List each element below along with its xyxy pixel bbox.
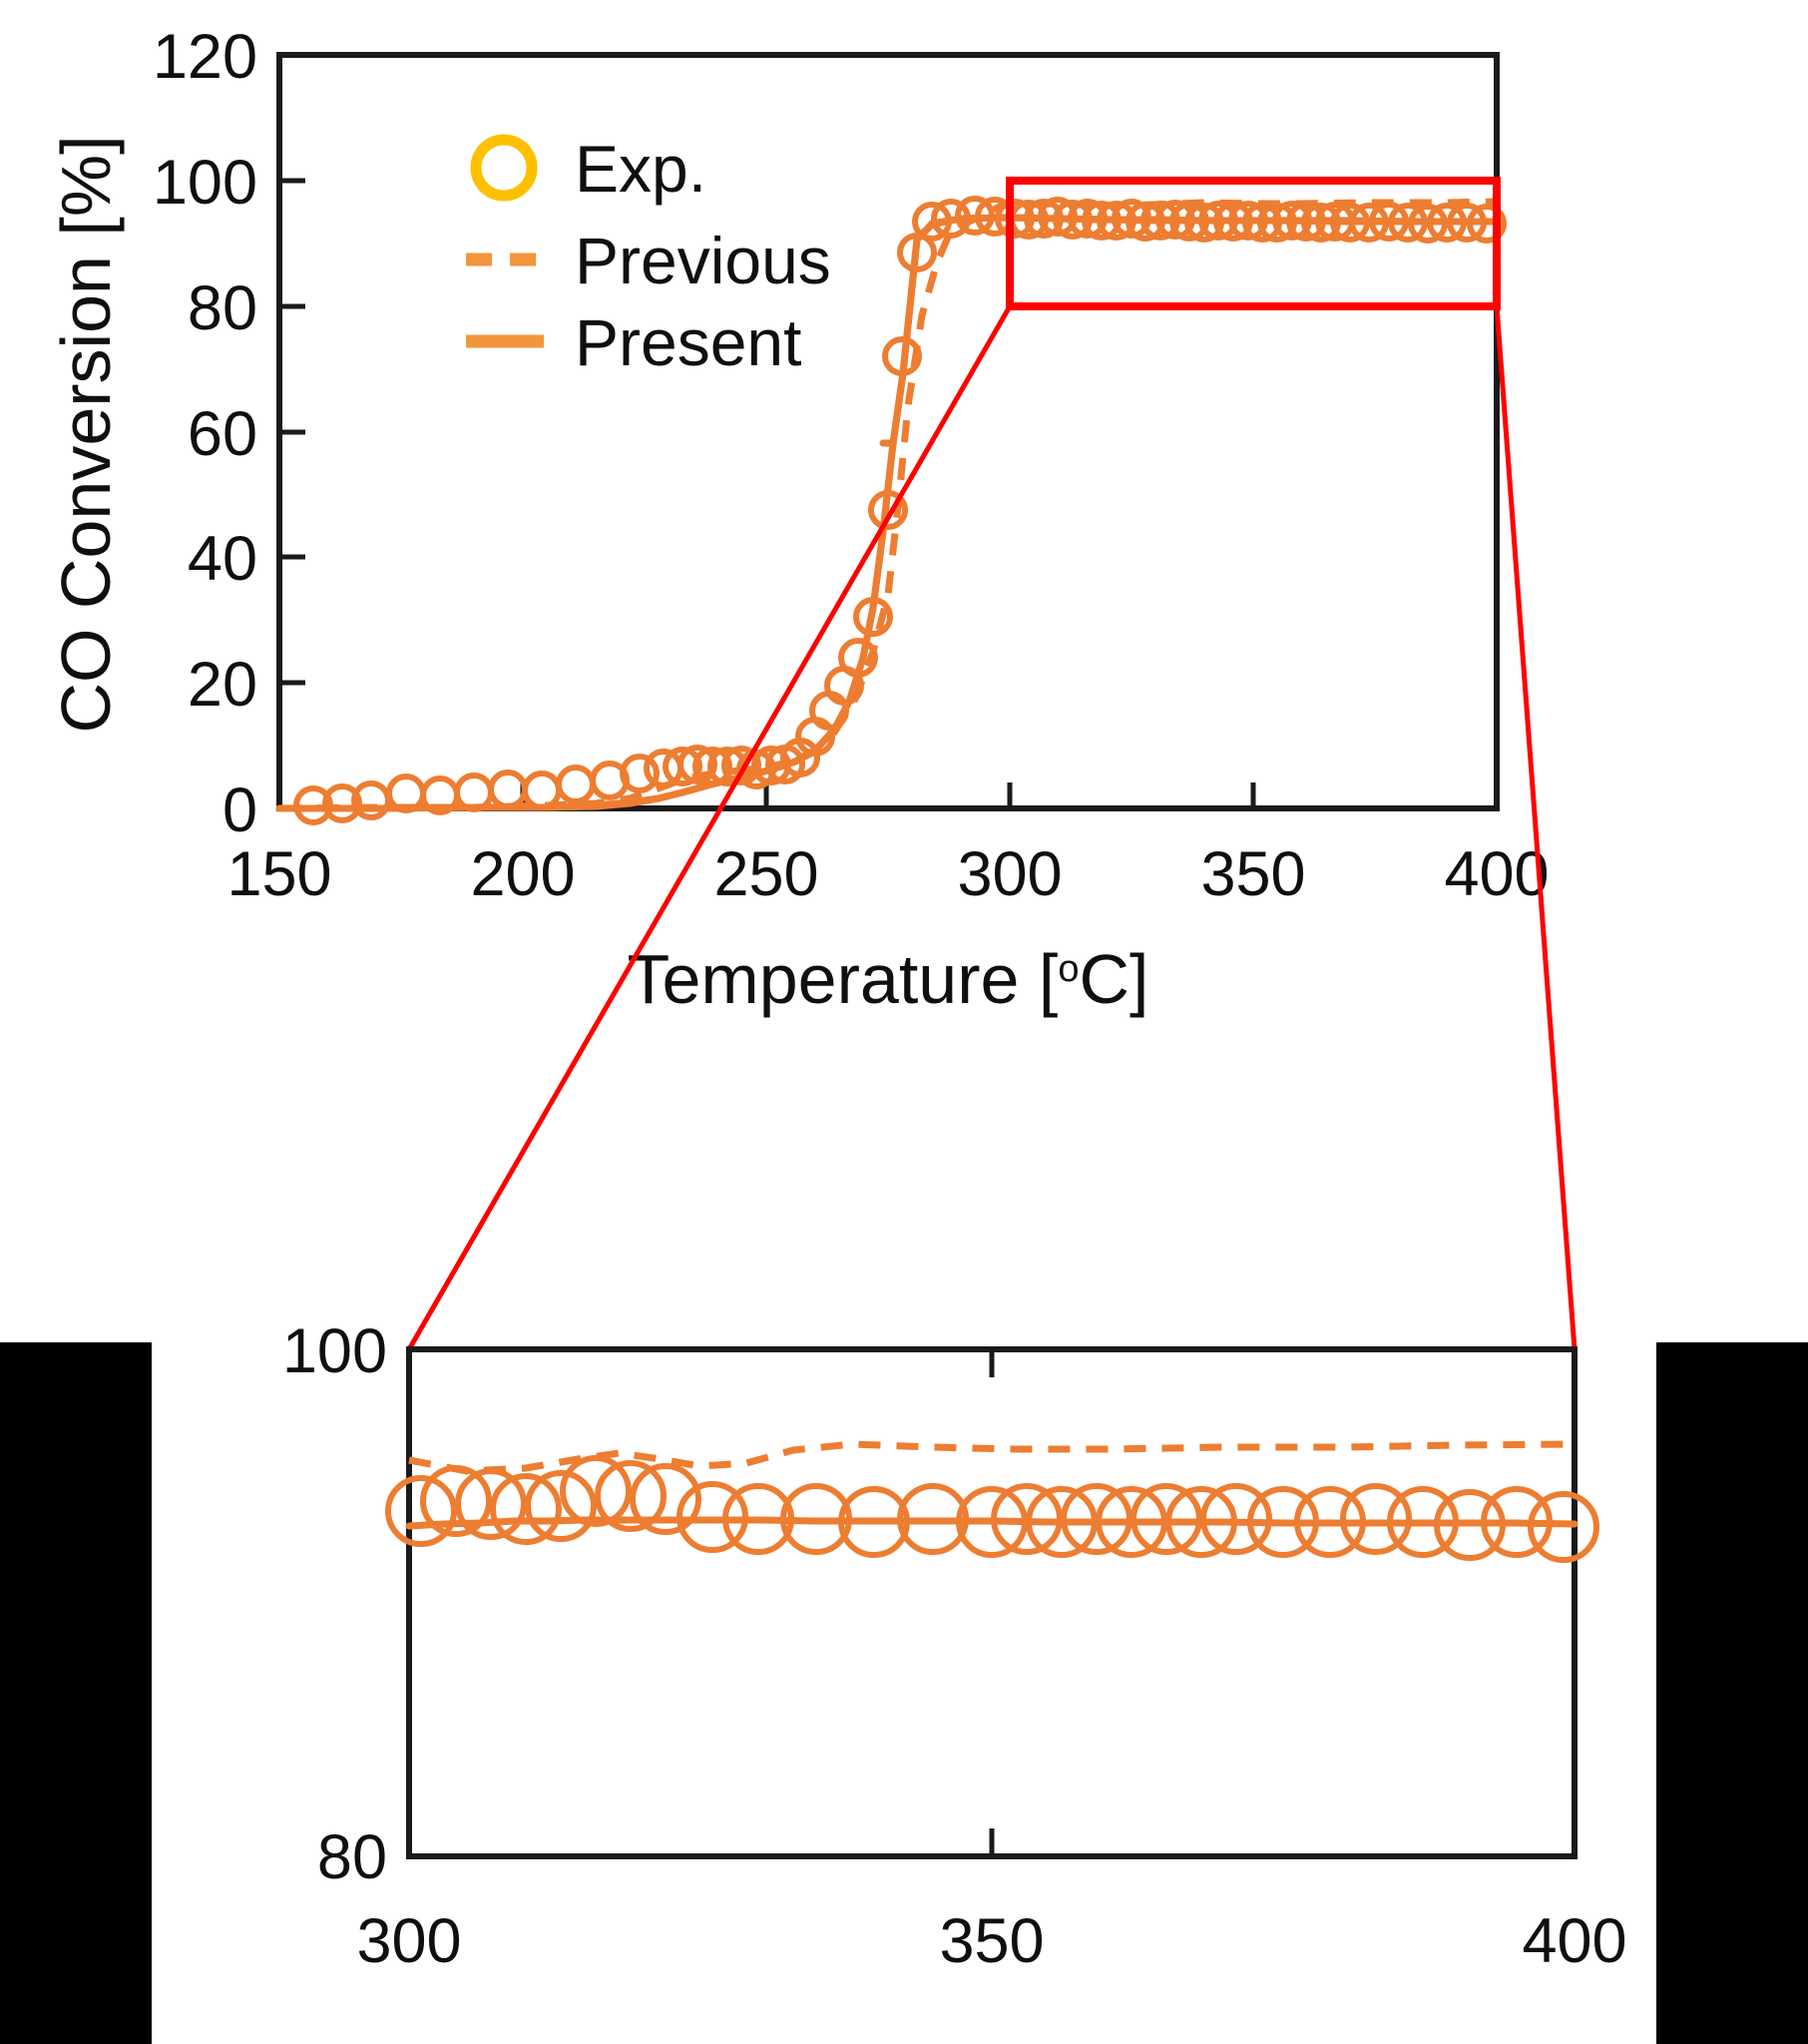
y-axis-title: CO Conversion [%]: [47, 135, 125, 733]
main-xtick-350: 350: [1200, 839, 1305, 909]
inset-plot-frame: [406, 1346, 1578, 1859]
inset-xtick-300: 300: [356, 1906, 461, 1976]
zoom-leader-lines: [406, 304, 1578, 1351]
main-plot: 0 20 40 60 80 100 120 150 200 250 300 35…: [47, 22, 1550, 1018]
inset-ytick-80: 80: [317, 1822, 387, 1892]
main-series-previous: [278, 198, 1498, 812]
main-ytick-40: 40: [188, 524, 257, 594]
inset-xtick-350: 350: [939, 1906, 1044, 1976]
main-x-ticklabels: 150 200 250 300 350 400: [226, 839, 1549, 909]
main-series-exp-markers: [293, 196, 1507, 825]
x-axis-title-degree: o: [1058, 948, 1079, 990]
main-legend: Exp. Previous Present: [466, 132, 831, 379]
black-margin-bar-right: [1656, 1342, 1808, 2044]
main-ytick-60: 60: [188, 399, 257, 469]
black-margin-bar-left: [0, 1342, 152, 2044]
inset-ytick-100: 100: [282, 1316, 387, 1386]
zoom-region-box: [1006, 177, 1501, 310]
main-ytick-120: 120: [153, 22, 257, 92]
inset-plot: 100 80 300 350 400: [282, 1316, 1627, 1976]
main-y-ticks: [279, 52, 305, 811]
x-axis-title-tail: C]: [1080, 940, 1149, 1018]
main-y-ticklabels: 0 20 40 60 80 100 120: [153, 22, 257, 845]
x-axis-title: Temperature [oC]: [627, 940, 1148, 1018]
legend-label-present: Present: [575, 305, 801, 379]
legend-marker-exp-icon: [470, 134, 538, 202]
legend-label-previous: Previous: [575, 224, 831, 297]
main-xtick-150: 150: [226, 839, 331, 909]
legend-label-exp: Exp.: [575, 132, 706, 206]
inset-series-previous: [408, 1440, 1576, 1475]
main-xtick-250: 250: [713, 839, 818, 909]
main-plot-frame: [276, 52, 1500, 811]
inset-xtick-400: 400: [1522, 1906, 1626, 1976]
main-xtick-200: 200: [470, 839, 575, 909]
x-axis-title-text: Temperature [: [627, 940, 1058, 1018]
inset-series-exp-markers: [385, 1455, 1599, 1563]
main-series-present-curve: [275, 214, 1501, 812]
inset-x-ticklabels: 300 350 400: [356, 1906, 1626, 1976]
main-ytick-100: 100: [153, 148, 257, 218]
main-ytick-20: 20: [188, 650, 257, 720]
main-xtick-300: 300: [957, 839, 1062, 909]
main-ytick-80: 80: [188, 273, 257, 343]
main-xtick-400: 400: [1444, 839, 1549, 909]
main-ytick-0: 0: [223, 775, 257, 845]
